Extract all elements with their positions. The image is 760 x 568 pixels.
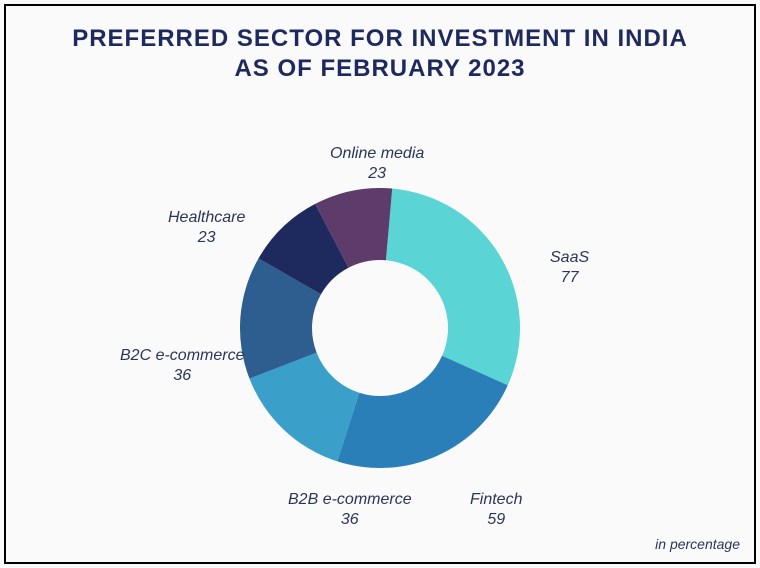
slice-label: SaaS77 (550, 248, 589, 286)
slice-label: Fintech59 (470, 490, 522, 528)
chart-frame: PREFERRED SECTOR FOR INVESTMENT IN INDIA… (4, 4, 756, 564)
slice-label: Healthcare23 (168, 208, 245, 246)
slice-label-value: 23 (168, 228, 245, 247)
donut-chart: SaaS77Fintech59B2B e-commerce36B2C e-com… (120, 128, 640, 528)
slice-label-value: 36 (120, 366, 244, 385)
donut-slice (386, 189, 520, 386)
slice-label-value: 23 (330, 164, 424, 183)
slice-label: B2C e-commerce36 (120, 346, 244, 384)
slice-label-value: 59 (470, 510, 522, 529)
slice-label-name: Online media (330, 144, 424, 163)
slice-label-name: B2B e-commerce (288, 490, 412, 509)
slice-label-value: 36 (288, 510, 412, 529)
slice-label-name: SaaS (550, 248, 589, 267)
slice-label-value: 77 (550, 268, 589, 287)
slice-label-name: B2C e-commerce (120, 346, 244, 365)
donut-svg (230, 178, 530, 478)
slice-label-name: Healthcare (168, 208, 245, 227)
slice-label-name: Fintech (470, 490, 522, 509)
slice-label: Online media23 (330, 144, 424, 182)
chart-title: PREFERRED SECTOR FOR INVESTMENT IN INDIA… (6, 6, 754, 84)
chart-footnote: in percentage (655, 536, 740, 552)
slice-label: B2B e-commerce36 (288, 490, 412, 528)
